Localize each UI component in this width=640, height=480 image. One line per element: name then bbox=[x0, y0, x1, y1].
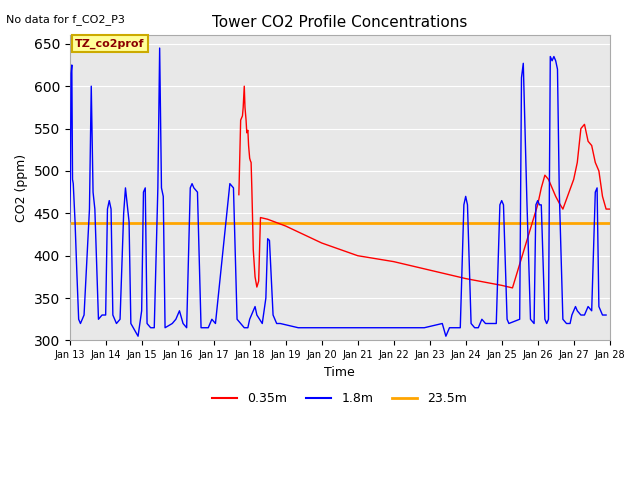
Title: Tower CO2 Profile Concentrations: Tower CO2 Profile Concentrations bbox=[212, 15, 467, 30]
X-axis label: Time: Time bbox=[324, 366, 355, 379]
Legend: 0.35m, 1.8m, 23.5m: 0.35m, 1.8m, 23.5m bbox=[207, 387, 472, 410]
Text: No data for f_CO2_P3: No data for f_CO2_P3 bbox=[6, 14, 125, 25]
Y-axis label: CO2 (ppm): CO2 (ppm) bbox=[15, 154, 28, 222]
Text: TZ_co2prof: TZ_co2prof bbox=[75, 38, 145, 48]
